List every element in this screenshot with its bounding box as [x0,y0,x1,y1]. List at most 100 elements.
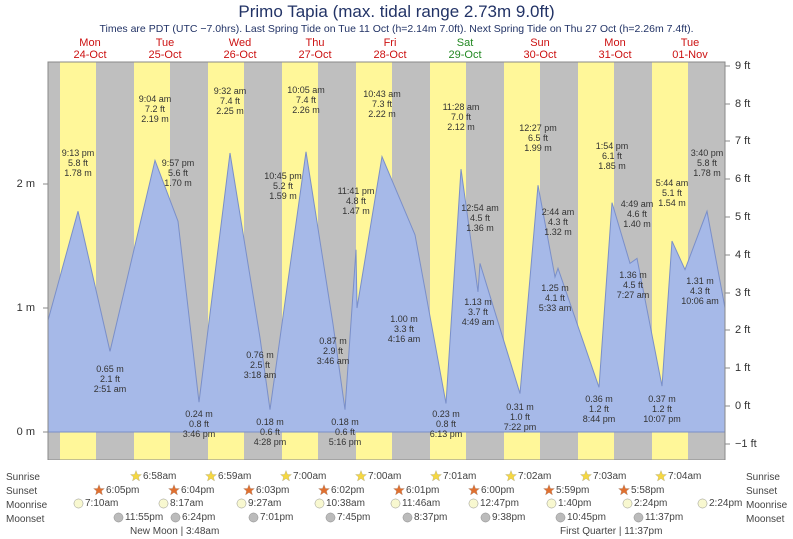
date: 01-Nov [672,49,707,61]
y-label-ft: 0 ft [735,400,775,412]
date-label: Tue01-Nov [660,37,720,61]
tide-peak-label: 1.00 m3.3 ft4:16 am [374,314,434,344]
date: 28-Oct [373,49,406,61]
sunset-item: 6:05pm [93,484,139,496]
y-label-ft: 8 ft [735,98,775,110]
y-label-ft: 7 ft [735,135,775,147]
y-label-ft: 9 ft [735,60,775,72]
moonset-item: 7:45pm [325,512,370,523]
tide-peak-label: 0.24 m0.8 ft3:46 pm [169,409,229,439]
y-label-ft: −1 ft [735,438,775,450]
date-label: Thu27-Oct [285,37,345,61]
date-label: Sun30-Oct [510,37,570,61]
tide-peak-label: 0.31 m1.0 ft7:22 pm [490,402,550,432]
tide-peak-label: 0.18 m0.6 ft5:16 pm [315,417,375,447]
tide-peak-label: 1:54 pm6.1 ft1.85 m [582,141,642,171]
y-label-m: 0 m [5,426,35,438]
tide-peak-label: 1.31 m4.3 ft10:06 am [670,276,730,306]
dow: Tue [156,37,175,49]
tide-chart: Primo Tapia (max. tidal range 2.73m 9.0f… [0,0,793,539]
row-label-sunset-l: Sunset [6,486,37,497]
moon-phase-label: New Moon | 3:48am [130,526,219,537]
moonrise-item: 8:17am [158,498,203,509]
tide-peak-label: 0.76 m2.5 ft3:18 am [230,350,290,380]
y-label-ft: 5 ft [735,211,775,223]
date: 29-Oct [448,49,481,61]
y-label-ft: 1 ft [735,362,775,374]
row-label-sunrise-l: Sunrise [6,472,40,483]
tide-peak-label: 9:57 pm5.6 ft1.70 m [148,158,208,188]
moonset-item: 11:37pm [633,512,683,523]
moonrise-item: 9:27am [236,498,281,509]
moonrise-item: 2:24pm [697,498,742,509]
sunset-item: 6:00pm [468,484,514,496]
row-label-sunset-r: Sunset [746,486,777,497]
moonset-item: 10:45pm [555,512,606,523]
tide-peak-label: 3:40 pm5.8 ft1.78 m [677,148,737,178]
tide-peak-label: 0.36 m1.2 ft8:44 pm [569,394,629,424]
sunset-item: 6:04pm [168,484,214,496]
tide-peak-label: 5:44 am5.1 ft1.54 m [642,178,702,208]
dow: Tue [681,37,700,49]
chart-title: Primo Tapia (max. tidal range 2.73m 9.0f… [0,2,793,22]
chart-subtitle: Times are PDT (UTC −7.0hrs). Last Spring… [0,23,793,35]
dow: Sat [457,37,474,49]
row-label-moonrise-r: Moonrise [746,500,787,511]
moon-phase-label: First Quarter | 11:37pm [560,526,662,537]
moonset-item: 9:38pm [480,512,525,523]
date-label: Mon24-Oct [60,37,120,61]
moonrise-item: 2:24pm [622,498,667,509]
y-label-ft: 3 ft [735,287,775,299]
moonset-item: 8:37pm [402,512,447,523]
tide-peak-label: 2:44 am4.3 ft1.32 m [528,207,588,237]
y-label-ft: 2 ft [735,324,775,336]
date: 27-Oct [298,49,331,61]
moonset-item: 7:01pm [248,512,293,523]
tide-peak-label: 0.37 m1.2 ft10:07 pm [632,394,692,424]
date-label: Fri28-Oct [360,37,420,61]
dow: Mon [79,37,100,49]
moonrise-item: 11:46am [390,498,440,509]
tide-peak-label: 1.13 m3.7 ft4:49 am [448,297,508,327]
y-label-ft: 4 ft [735,249,775,261]
sunrise-item: 6:58am [130,470,176,482]
moonset-item: 11:55pm [113,512,163,523]
tide-peak-label: 12:27 pm6.5 ft1.99 m [508,123,568,153]
row-label-sunrise-r: Sunrise [746,472,780,483]
y-label-ft: 6 ft [735,173,775,185]
tide-peak-label: 0.23 m0.8 ft6:13 pm [416,409,476,439]
date: 31-Oct [598,49,631,61]
sunrise-item: 7:03am [580,470,626,482]
dow: Thu [306,37,325,49]
sunrise-item: 7:02am [505,470,551,482]
tide-peak-label: 0.65 m2.1 ft2:51 am [80,364,140,394]
dow: Sun [530,37,550,49]
sunset-item: 6:01pm [393,484,439,496]
dow: Mon [604,37,625,49]
sunset-item: 5:58pm [618,484,664,496]
moonrise-item: 12:47pm [468,498,519,509]
sunset-item: 5:59pm [543,484,589,496]
sunrise-item: 6:59am [205,470,251,482]
tide-peak-label: 1.25 m4.1 ft5:33 am [525,283,585,313]
date: 26-Oct [223,49,256,61]
tide-peak-label: 0.18 m0.6 ft4:28 pm [240,417,300,447]
moonrise-item: 1:40pm [546,498,591,509]
sunrise-item: 7:01am [430,470,476,482]
tide-peak-label: 9:13 pm5.8 ft1.78 m [48,148,108,178]
date: 30-Oct [523,49,556,61]
date-label: Wed26-Oct [210,37,270,61]
date-label: Tue25-Oct [135,37,195,61]
sunrise-item: 7:00am [280,470,326,482]
y-label-m: 2 m [5,178,35,190]
dow: Wed [229,37,251,49]
tide-peak-label: 10:45 pm5.2 ft1.59 m [253,171,313,201]
tide-peak-label: 10:43 am7.3 ft2.22 m [352,89,412,119]
dow: Fri [384,37,397,49]
date: 25-Oct [148,49,181,61]
y-label-m: 1 m [5,302,35,314]
tide-peak-label: 9:04 am7.2 ft2.19 m [125,94,185,124]
tide-peak-label: 1.36 m4.5 ft7:27 am [603,270,663,300]
date-label: Mon31-Oct [585,37,645,61]
tide-peak-label: 10:05 am7.4 ft2.26 m [276,85,336,115]
